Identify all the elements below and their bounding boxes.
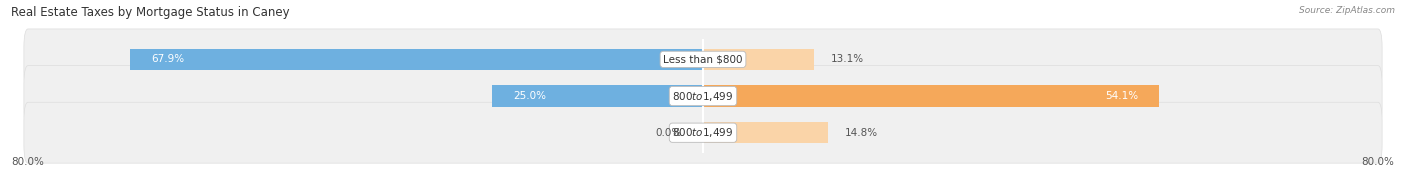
Text: 67.9%: 67.9% [152,54,184,64]
Bar [703,49,814,70]
Text: 25.0%: 25.0% [513,91,546,101]
Bar [703,85,1160,107]
Text: Source: ZipAtlas.com: Source: ZipAtlas.com [1299,6,1395,15]
Text: $800 to $1,499: $800 to $1,499 [672,126,734,139]
Text: $800 to $1,499: $800 to $1,499 [672,90,734,103]
Text: 54.1%: 54.1% [1105,91,1139,101]
Text: Less than $800: Less than $800 [664,54,742,64]
Text: 13.1%: 13.1% [831,54,863,64]
Text: 14.8%: 14.8% [845,128,877,138]
FancyBboxPatch shape [24,102,1382,163]
FancyBboxPatch shape [24,66,1382,126]
Bar [703,122,828,143]
Bar [131,49,703,70]
Bar [492,85,703,107]
FancyBboxPatch shape [24,29,1382,90]
Text: Real Estate Taxes by Mortgage Status in Caney: Real Estate Taxes by Mortgage Status in … [11,6,290,19]
Text: 0.0%: 0.0% [655,128,682,138]
